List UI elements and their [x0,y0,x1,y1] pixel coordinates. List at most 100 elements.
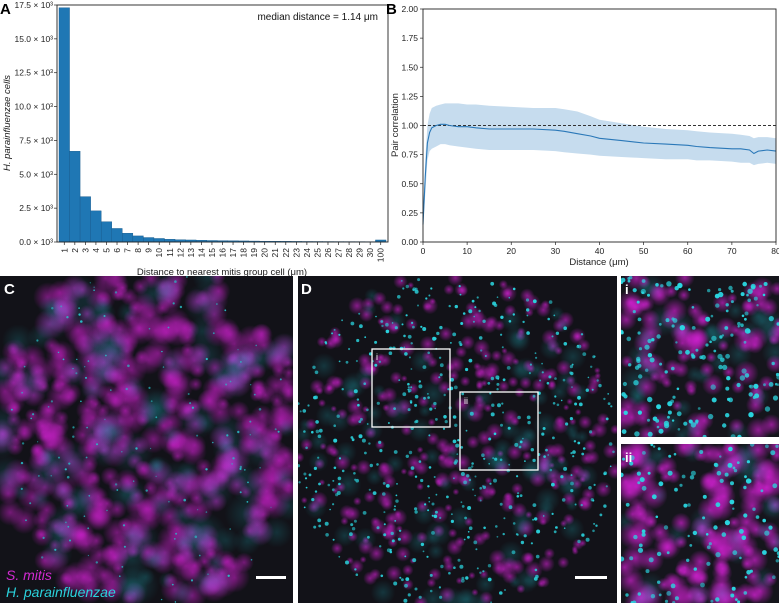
legend-s-mitis: S. mitis [6,567,52,583]
pair-correlation-x-axis-label: Distance (μm) [569,257,628,268]
x-tick-label: 70 [727,246,737,256]
x-tick-label: 6 [112,248,122,253]
x-tick-label: 20 [507,246,517,256]
x-tick-label: 0 [421,246,426,256]
x-tick-label: 19 [249,248,259,258]
x-tick-label: 3 [80,248,90,253]
panel-c-micrograph: C S. mitis H. parainfluenzae [0,276,293,603]
bar-1 [58,7,70,243]
histogram-frame [56,4,389,243]
panel-a-label: A [0,1,11,18]
zoom-box-ii-label: ii [464,396,468,406]
y-tick-label: 1.50 [401,62,418,72]
panel-a-histogram: A 0.0 × 10³ 2.5 × 10³ 5.0 × 10³ 7.5 × 10³ 10… [0,0,389,278]
x-tick-label: 7 [123,248,133,253]
x-tick-label: 17 [228,248,238,258]
inset-i-signal [621,276,779,437]
panel-b-pair-correlation: B 0.00 0.25 0.50 0.75 1.00 1.25 1.50 1.75 2.00 0… [386,1,779,268]
zoom-box-i [371,348,451,428]
y-tick-label: 1.00 [401,121,418,131]
x-tick-label: 16 [218,248,228,258]
x-tick-label: 23 [291,248,301,258]
x-tick-label: 21 [270,248,280,258]
x-tick-label: 20 [260,248,270,258]
inset-i-label: i [625,282,629,297]
panel-c-label: C [4,281,15,298]
zoom-box-i-label: i [376,352,378,362]
x-tick-label: 40 [595,246,605,256]
zoom-box-ii [459,391,539,471]
scale-bar-d [575,576,607,579]
y-tick-label: 10.0 × 10³ [14,102,53,112]
micrograph-c-signal [0,276,293,603]
x-tick-label: 50 [639,246,649,256]
pair-correlation-y-axis-label: Pair correlation [390,93,401,157]
x-tick-label: 15 [207,248,217,258]
x-tick-label: 80 [771,246,779,256]
x-tick-label: 30 [551,246,561,256]
x-tick-label: 9 [144,248,154,253]
x-tick-label: 10 [462,246,472,256]
y-tick-label: 0.0 × 10³ [19,237,53,247]
y-tick-label: 2.5 × 10³ [19,203,53,213]
micrograph-d-signal [298,276,617,603]
legend-h-parainfluenzae: H. parainfluenzae [6,584,116,600]
x-tick-label: 8 [133,248,143,253]
x-tick-label: 4 [91,248,101,253]
x-tick-label: 22 [281,248,291,258]
pair-correlation-x-ticks: 0 10 20 30 40 50 60 70 80 [421,242,779,256]
y-tick-label: 5.0 × 10³ [19,169,53,179]
y-tick-label: 2.00 [401,4,418,14]
pair-correlation-frame [422,8,777,243]
panel-b-label: B [386,1,397,18]
bar-10 [153,238,165,243]
panel-d-label: D [301,281,312,298]
histogram-y-axis-label: H. parainfluenzae cells [2,75,13,171]
y-tick-label: 1.25 [401,91,418,101]
y-tick-label: 1.75 [401,33,418,43]
inset-i: i [621,276,779,437]
scale-bar-c [256,576,286,579]
y-tick-label: 15.0 × 10³ [14,34,53,44]
histogram-x-ticks: 1 2 3 4 5 6 7 8 9 10 11 12 13 14 15 16 17 18 19 20 21 22 23 24 2… [59,242,386,262]
y-tick-label: 0.50 [401,179,418,189]
x-tick-label: 10 [154,248,164,258]
x-tick-label: 5 [101,248,111,253]
histogram-bars [58,7,387,243]
y-tick-label: 0.00 [401,237,418,247]
y-tick-label: 17.5 × 10³ [14,0,53,10]
bar-4 [90,210,102,243]
y-tick-label: 12.5 × 10³ [14,68,53,78]
bar-5 [100,221,112,243]
x-tick-label: 60 [683,246,693,256]
y-tick-label: 0.75 [401,150,418,160]
bar-7 [122,232,134,243]
x-tick-label: 29 [355,248,365,258]
panel-d-micrograph: D i ii [298,276,617,603]
x-tick-label: 14 [196,248,206,258]
bar-9 [143,237,155,243]
bar-3 [79,196,91,243]
x-tick-label: 30 [365,248,375,258]
x-tick-label: 26 [323,248,333,258]
x-tick-label: 1 [59,248,69,253]
x-tick-label: 25 [312,248,322,258]
x-tick-label: 18 [239,248,249,258]
x-tick-label: 12 [175,248,185,258]
x-tick-label: 100 [376,248,386,262]
x-tick-label: 27 [334,248,344,258]
histogram-x-axis-label: Distance to nearest mitis group cell (μm… [137,267,307,278]
bar-6 [111,228,123,243]
bar-8 [132,235,144,243]
bar-2 [69,151,81,243]
inset-ii-label: ii [625,450,632,465]
y-tick-label: 7.5 × 10³ [19,135,53,145]
x-tick-label: 28 [344,248,354,258]
inset-ii-signal [621,444,779,603]
x-tick-label: 24 [302,248,312,258]
pair-correlation-line [422,123,777,225]
pair-correlation-y-ticks: 0.00 0.25 0.50 0.75 1.00 1.25 1.50 1.75 2.00 [401,4,423,247]
median-annotation: median distance = 1.14 μm [257,12,378,23]
confidence-band [423,103,776,227]
histogram-y-ticks: 0.0 × 10³ 2.5 × 10³ 5.0 × 10³ 7.5 × 10³ 10.0… [14,0,57,247]
